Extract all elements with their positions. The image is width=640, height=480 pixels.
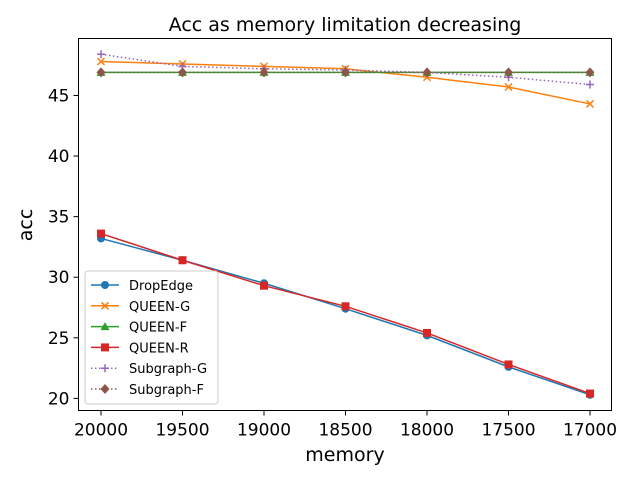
legend-label: QUEEN-F (129, 321, 187, 336)
legend-entry: QUEEN-G (91, 300, 190, 315)
legend-entry: Subgraph-G (91, 362, 207, 377)
data-point (585, 67, 595, 78)
y-tick-label: 20 (48, 389, 70, 409)
legend-box (84, 270, 219, 405)
data-point (96, 67, 106, 78)
data-point (504, 82, 513, 91)
x-tick-label: 18000 (400, 421, 454, 441)
data-point (178, 256, 187, 265)
y-tick-label: 35 (48, 208, 70, 228)
data-point (97, 50, 105, 59)
legend-label: DropEdge (129, 279, 193, 294)
y-tick-label: 30 (48, 268, 70, 288)
chart-title: Acc as memory limitation decreasing (169, 14, 522, 36)
legend-marker (100, 301, 110, 310)
x-tick-label: 17000 (563, 421, 617, 441)
legend-entry: Subgraph-F (91, 383, 204, 398)
data-point (586, 80, 594, 89)
data-point (178, 67, 187, 78)
data-point (423, 328, 431, 337)
legend-marker (101, 343, 109, 352)
data-point (585, 99, 595, 108)
data-point (504, 67, 513, 78)
legend-marker (100, 322, 110, 331)
data-point (586, 389, 594, 398)
legend-label: QUEEN-G (129, 300, 190, 315)
data-point (341, 67, 350, 78)
x-tick-label: 20000 (74, 421, 128, 441)
legend: DropEdge QUEEN-G QUEEN-F QUEEN-R Subgraph-G S… (84, 270, 219, 405)
y-axis: 20 25 30 35 40 45 (48, 86, 79, 409)
data-point (97, 229, 105, 238)
y-tick-label: 40 (48, 147, 70, 167)
legend-entry: DropEdge (91, 279, 193, 294)
legend-entry: QUEEN-R (91, 341, 189, 356)
data-point (259, 67, 269, 78)
data-point (96, 57, 106, 66)
y-axis-label: acc (15, 209, 37, 242)
legend-entry: QUEEN-F (91, 321, 187, 336)
series-3 (97, 229, 594, 398)
legend-marker (101, 281, 109, 289)
series-5 (96, 67, 595, 78)
series-1 (96, 57, 595, 108)
data-point (422, 67, 432, 78)
legend-label: Subgraph-F (129, 383, 204, 398)
x-tick-label: 18500 (318, 421, 372, 441)
data-point (260, 281, 268, 290)
x-axis-label: memory (305, 444, 384, 466)
legend-marker (101, 364, 109, 373)
data-point (504, 360, 513, 369)
plot-area (96, 50, 595, 399)
legend-label: QUEEN-R (129, 341, 189, 356)
x-tick-label: 19000 (237, 421, 291, 441)
legend-marker (100, 384, 110, 394)
x-tick-label: 17500 (481, 421, 535, 441)
data-point (341, 302, 350, 311)
y-tick-label: 25 (48, 329, 70, 349)
y-tick-label: 45 (48, 86, 70, 106)
x-tick-label: 19500 (155, 421, 209, 441)
legend-label: Subgraph-G (129, 362, 207, 377)
x-axis: 20000 19500 19000 18500 18000 17500 17000 (74, 410, 617, 441)
